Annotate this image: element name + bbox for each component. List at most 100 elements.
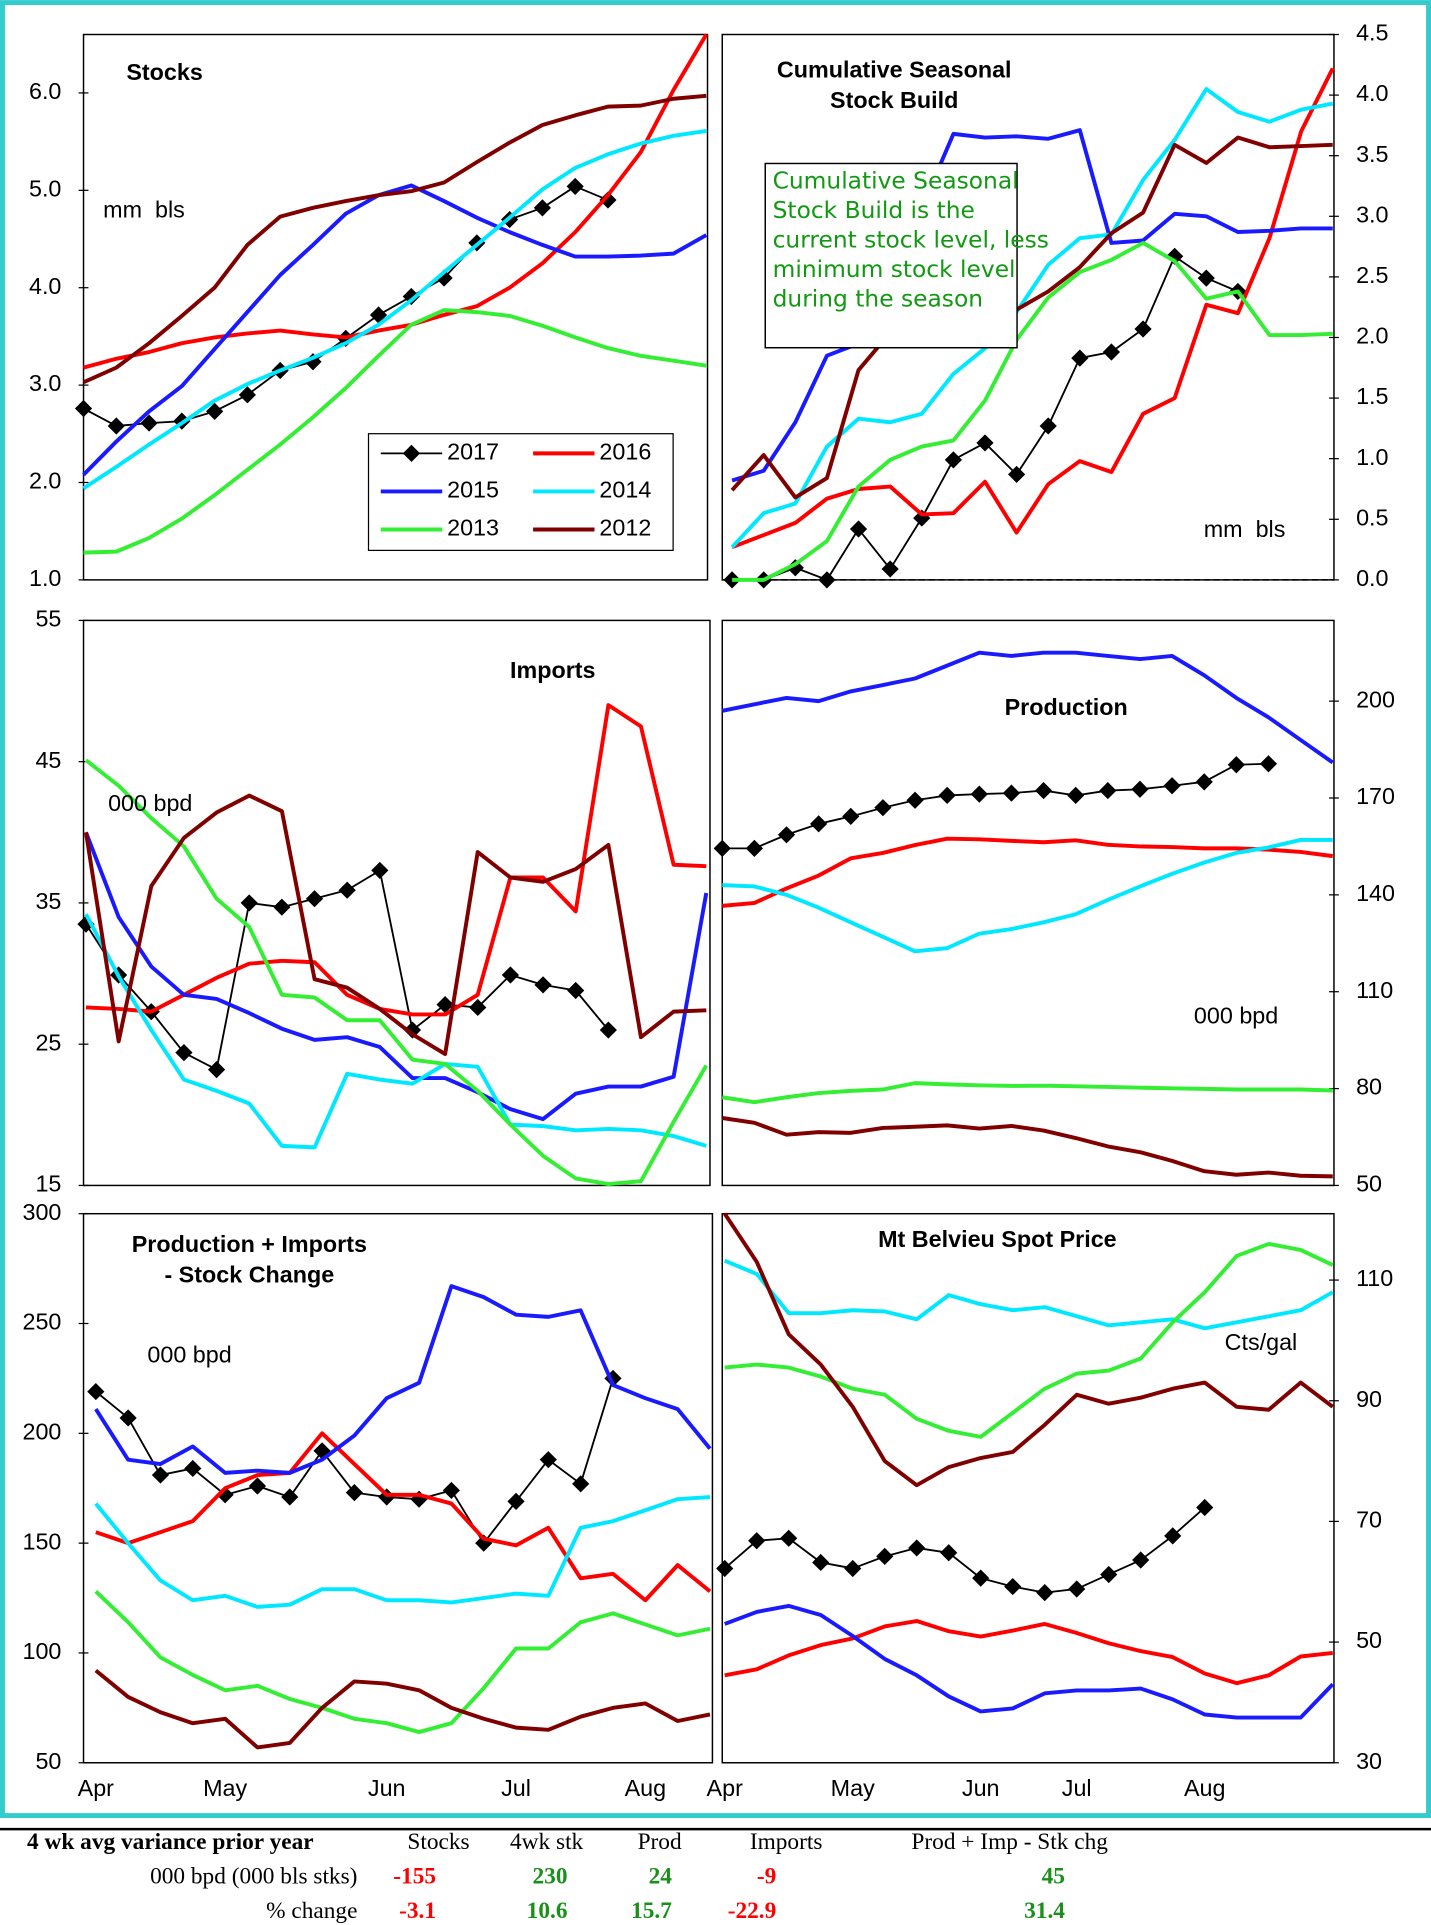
point-marker xyxy=(238,386,257,404)
table-header: 4wk stk xyxy=(510,1829,584,1855)
point-marker xyxy=(976,434,994,452)
point-marker xyxy=(1259,755,1278,773)
series-line xyxy=(724,1603,1335,1720)
series-line xyxy=(723,1212,1334,1488)
point-marker xyxy=(436,996,454,1014)
note-text: Cumulative Seasonal xyxy=(773,166,1019,194)
point-marker xyxy=(1164,1527,1182,1545)
point-marker xyxy=(151,1466,170,1484)
table-cell: -155 xyxy=(393,1864,436,1890)
series-line xyxy=(84,758,708,1187)
series-line xyxy=(722,837,1333,954)
series-line xyxy=(722,836,1333,908)
plot-area xyxy=(82,619,711,1187)
y-tick-label: 250 xyxy=(22,1309,61,1335)
y-tick-label: 80 xyxy=(1356,1074,1382,1100)
point-marker xyxy=(371,861,389,880)
series-line xyxy=(94,1284,712,1475)
x-tick-label: Jun xyxy=(962,1775,1000,1801)
y-tick-label: 1.0 xyxy=(1356,444,1388,470)
table-cell: -22.9 xyxy=(728,1898,777,1924)
y-tick-label: 200 xyxy=(1356,686,1395,712)
y-tick-label: 110 xyxy=(1356,1265,1393,1291)
y-tick-label: 4.5 xyxy=(1356,20,1388,46)
point-marker xyxy=(273,898,291,916)
y-tick-label: 35 xyxy=(35,888,61,914)
point-marker xyxy=(874,799,892,817)
note-text: current stock level, less xyxy=(773,225,1049,253)
point-marker xyxy=(938,786,956,805)
annotation: mm bls xyxy=(103,197,185,223)
point-marker xyxy=(1068,1580,1086,1598)
row-label: % change xyxy=(266,1898,357,1924)
x-tick-label: May xyxy=(203,1775,247,1801)
point-marker xyxy=(1163,777,1181,795)
y-tick-label: 3.0 xyxy=(1356,201,1388,227)
point-marker xyxy=(74,399,93,418)
point-marker xyxy=(844,1559,862,1578)
table-header: Imports xyxy=(750,1829,823,1855)
y-tick-label: 150 xyxy=(22,1528,61,1554)
series-line xyxy=(730,87,1334,549)
y-tick-label: 70 xyxy=(1356,1507,1382,1533)
x-tick-label: Jun xyxy=(368,1775,406,1801)
table-header: Stocks xyxy=(407,1829,469,1855)
y-tick-label: 4.0 xyxy=(1356,80,1388,106)
table-cell: 10.6 xyxy=(527,1898,568,1924)
point-marker xyxy=(1195,773,1213,791)
point-marker xyxy=(1034,781,1053,800)
y-tick-label: 3.5 xyxy=(1356,141,1388,167)
y-tick-label: 0.0 xyxy=(1356,565,1388,591)
variance-table: 4 wk avg variance prior year Stocks 4wk st… xyxy=(27,1829,1108,1924)
chart-title: Mt Belvieu Spot Price xyxy=(878,1226,1117,1252)
y-tick-label: 300 xyxy=(22,1199,61,1225)
y-tick-label: 45 xyxy=(35,747,61,773)
table-header: 4 wk avg variance prior year xyxy=(27,1829,314,1855)
y-tick-label: 15 xyxy=(35,1171,61,1197)
point-marker xyxy=(818,571,836,589)
x-tick-label: Jul xyxy=(1062,1775,1092,1801)
series-line xyxy=(95,1431,712,1603)
y-tick-label: 1.5 xyxy=(1356,383,1388,409)
point-marker xyxy=(140,414,158,432)
annotation: Cts/gal xyxy=(1225,1329,1298,1355)
point-marker xyxy=(748,1532,766,1550)
annotation: mm bls xyxy=(1204,516,1286,542)
y-tick-label: 1.0 xyxy=(29,565,61,591)
point-marker xyxy=(780,1529,798,1547)
point-marker xyxy=(338,881,356,899)
y-tick-label: 30 xyxy=(1356,1748,1382,1774)
point-marker xyxy=(944,451,962,469)
annotation: 000 bpd xyxy=(108,790,192,816)
y-tick-label: 5.0 xyxy=(29,175,61,201)
point-marker xyxy=(572,1475,590,1493)
y-tick-label: 90 xyxy=(1356,1386,1382,1412)
chart-title: Cumulative Seasonal xyxy=(777,57,1012,83)
point-marker xyxy=(403,1021,422,1039)
note-text: during the season xyxy=(773,284,983,312)
y-tick-label: 2.0 xyxy=(1356,323,1388,349)
legend-label: 2017 xyxy=(447,439,499,465)
point-marker xyxy=(87,1382,105,1401)
y-tick-label: 2.0 xyxy=(29,468,61,494)
series-line xyxy=(82,183,708,477)
point-marker xyxy=(810,815,828,833)
series-line xyxy=(83,33,708,370)
series-line xyxy=(731,67,1335,550)
point-marker xyxy=(175,1044,193,1062)
chart-title: Imports xyxy=(510,657,596,683)
y-tick-label: 110 xyxy=(1356,977,1393,1003)
x-tick-label: May xyxy=(831,1775,875,1801)
legend-label: 2013 xyxy=(447,515,499,541)
annotation: 000 bpd xyxy=(147,1341,231,1367)
point-marker xyxy=(812,1553,830,1572)
point-marker xyxy=(184,1459,202,1478)
y-tick-label: 4.0 xyxy=(29,273,61,299)
legend-label: 2012 xyxy=(599,515,651,541)
y-tick-label: 100 xyxy=(22,1638,61,1664)
point-marker xyxy=(716,1559,734,1578)
table-cell: 31.4 xyxy=(1024,1898,1065,1924)
chart-title: - Stock Change xyxy=(164,1261,334,1287)
table-header: Prod + Imp - Stk chg xyxy=(911,1829,1108,1855)
